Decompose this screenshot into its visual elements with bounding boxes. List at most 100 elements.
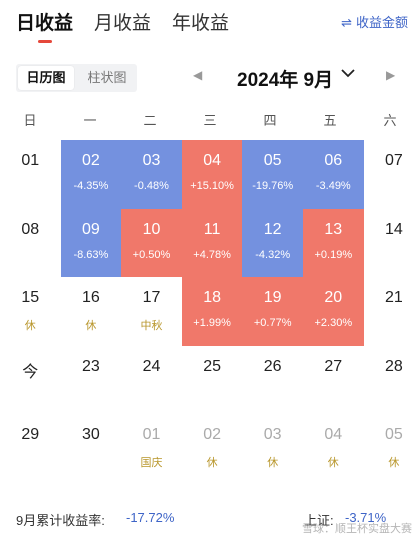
day-number: 12 <box>263 220 282 238</box>
index-value: -3.71% <box>345 510 387 525</box>
daily-return: -19.76% <box>252 180 294 192</box>
calendar-day-cell[interactable]: 23 <box>61 346 122 415</box>
calendar-day-cell[interactable]: 18 +1.99% <box>181 277 243 346</box>
calendar-day-cell[interactable]: 14 <box>364 209 420 278</box>
day-number: 03 <box>142 152 161 169</box>
prev-month-icon[interactable]: ◀ <box>193 68 203 82</box>
day-number: 19 <box>263 289 282 306</box>
calendar-day-cell[interactable]: 15 休 <box>0 277 61 346</box>
swap-icon: ⇌ <box>341 15 352 30</box>
day-number: 05 <box>384 426 403 443</box>
tab-monthly[interactable]: 月收益 <box>94 13 152 34</box>
day-number: 01 <box>21 152 40 169</box>
holiday-tag: 休 <box>388 457 400 469</box>
calendar-day-cell[interactable]: 03 休 <box>242 414 303 483</box>
calendar-day-cell[interactable]: 03 -0.48% <box>121 140 182 209</box>
calendar-day-cell[interactable]: 27 <box>303 346 364 415</box>
day-number: 11 <box>203 220 221 238</box>
calendar-day-cell[interactable]: 17 中秋 <box>121 277 182 346</box>
day-number: 02 <box>81 152 100 169</box>
calendar-day-cell[interactable]: 04 +15.10% <box>181 140 243 209</box>
calendar-day-cell[interactable]: 13 +0.19% <box>303 208 364 277</box>
calendar-day-cell[interactable]: 05 -19.76% <box>242 140 303 209</box>
day-number: 16 <box>81 289 100 306</box>
day-number: 06 <box>324 152 343 169</box>
holiday-tag: 中秋 <box>140 320 163 332</box>
day-number: 01 <box>142 426 161 443</box>
daily-return: +0.19% <box>314 248 353 261</box>
calendar-day-cell[interactable]: 06 -3.49% <box>303 140 364 209</box>
daily-return: +15.10% <box>190 180 234 192</box>
day-number: 23 <box>81 357 100 375</box>
calendar-day-cell[interactable]: 07 <box>364 140 420 209</box>
daily-return: -4.32% <box>255 248 291 261</box>
weekday-label: 五 <box>323 113 337 128</box>
tab-yearly[interactable]: 年收益 <box>172 13 230 34</box>
daily-return: -4.35% <box>73 180 109 192</box>
calendar-day-cell[interactable]: 05 休 <box>364 414 420 483</box>
monthly-return-value: -17.72% <box>126 510 175 525</box>
calendar-view-button[interactable]: 日历图 <box>18 66 74 90</box>
calendar-day-cell[interactable]: 02 休 <box>182 414 243 483</box>
calendar-day-cell[interactable]: 28 <box>364 346 420 415</box>
calendar-day-cell[interactable]: 今 <box>0 346 61 415</box>
period-tabs: 日收益 月收益 年收益 ⇌ 收益金额 <box>0 0 420 46</box>
holiday-tag: 休 <box>267 457 279 469</box>
calendar-day-cell[interactable]: 01 国庆 <box>121 414 182 483</box>
calendar-day-cell[interactable]: 30 <box>61 414 122 483</box>
day-number: 10 <box>142 220 161 238</box>
calendar-day-cell[interactable]: 25 <box>182 346 243 415</box>
daily-return: +1.99% <box>193 317 231 329</box>
calendar-day-cell[interactable]: 20 +2.30% <box>303 277 364 346</box>
calendar-day-cell[interactable]: 24 <box>121 346 182 415</box>
calendar-day-cell[interactable]: 11 +4.78% <box>181 208 243 277</box>
daily-return: +2.30% <box>314 317 353 329</box>
calendar-day-cell[interactable]: 16 休 <box>61 277 122 346</box>
day-number: 14 <box>384 220 403 238</box>
calendar-day-cell[interactable]: 21 <box>364 277 420 346</box>
day-number: 04 <box>324 426 343 443</box>
day-number: 28 <box>384 357 403 375</box>
day-number: 15 <box>21 289 40 306</box>
amount-toggle-button[interactable]: ⇌ 收益金额 <box>341 12 408 31</box>
day-number: 17 <box>142 289 161 306</box>
calendar-day-cell[interactable]: 04 休 <box>303 414 364 483</box>
next-month-icon[interactable]: ▶ <box>386 68 396 82</box>
calendar-day-cell[interactable]: 01 <box>0 140 61 209</box>
weekday-label: 三 <box>203 113 217 128</box>
bar-view-button[interactable]: 柱状图 <box>87 70 127 85</box>
day-number: 03 <box>263 426 282 443</box>
tab-daily[interactable]: 日收益 <box>16 13 74 34</box>
weekday-header: 日 一 二 三 四 五 六 <box>0 110 420 130</box>
calendar-day-cell[interactable]: 26 <box>242 346 303 415</box>
month-label[interactable]: 2024年 9月 <box>237 70 334 91</box>
calendar-day-cell[interactable]: 09 -8.63% <box>60 208 122 277</box>
calendar-day-cell[interactable]: 02 -4.35% <box>60 140 122 209</box>
daily-return: +0.77% <box>253 317 292 329</box>
chevron-down-icon[interactable] <box>341 66 355 80</box>
daily-return: -3.49% <box>315 180 351 192</box>
holiday-tag: 休 <box>85 320 97 332</box>
summary-bar: 9月累计收益率: -17.72% 上证: -3.71% <box>0 508 420 532</box>
day-number: 29 <box>21 426 40 443</box>
holiday-tag: 休 <box>206 457 218 469</box>
day-number: 20 <box>324 289 343 306</box>
day-number: 02 <box>203 426 221 443</box>
day-number: 30 <box>81 426 100 443</box>
calendar-day-cell[interactable]: 12 -4.32% <box>242 208 303 277</box>
day-number: 24 <box>142 357 161 375</box>
calendar-day-cell[interactable]: 19 +0.77% <box>242 277 303 346</box>
daily-return: -8.63% <box>73 248 109 261</box>
amount-toggle-label: 收益金额 <box>355 15 408 30</box>
calendar-day-cell[interactable]: 10 +0.50% <box>121 208 182 277</box>
month-navigation: ◀ 2024年 9月 ▶ <box>0 62 420 94</box>
calendar-day-cell[interactable]: 08 <box>0 209 61 278</box>
holiday-tag: 国庆 <box>140 457 163 469</box>
calendar-day-cell[interactable]: 29 <box>0 414 61 483</box>
day-number: 13 <box>324 220 343 238</box>
weekday-label: 一 <box>83 113 97 128</box>
weekday-label: 日 <box>23 113 37 128</box>
day-number: 04 <box>203 152 221 169</box>
holiday-tag: 休 <box>327 457 339 469</box>
day-number: 27 <box>324 357 343 375</box>
